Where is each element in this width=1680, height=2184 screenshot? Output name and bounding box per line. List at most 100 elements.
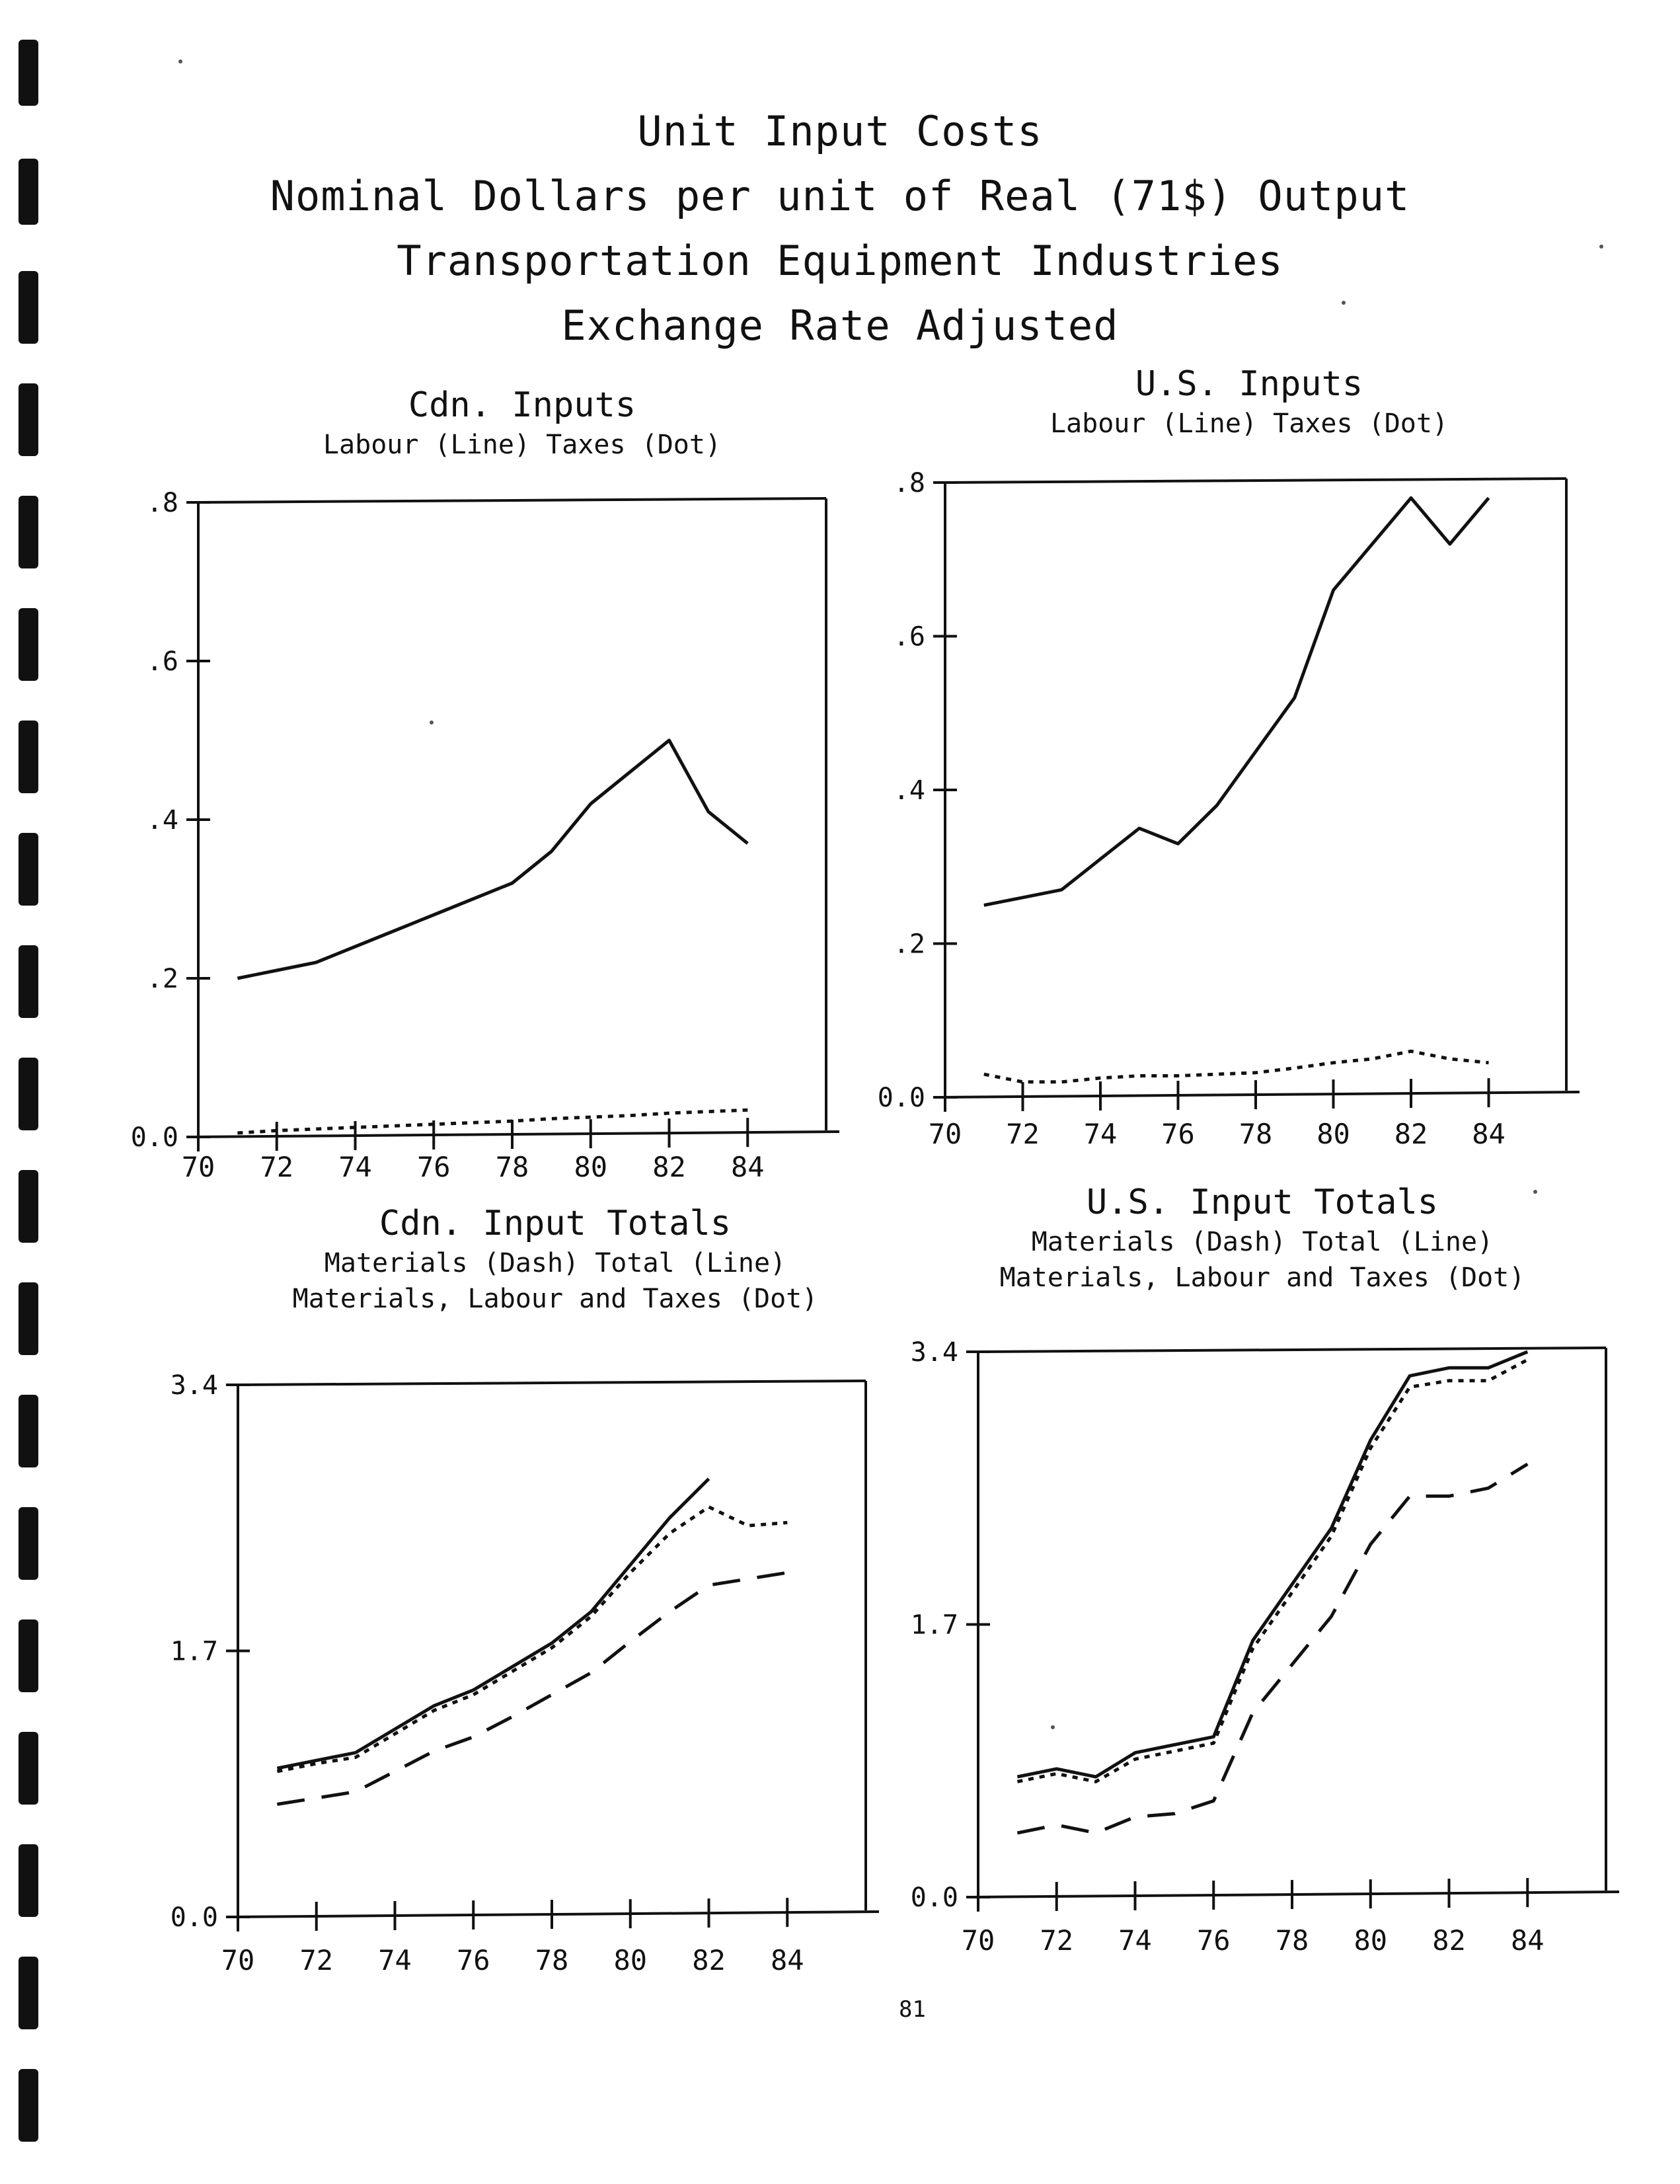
x-tick-label: 76 — [417, 1151, 451, 1183]
scan-speck — [430, 721, 434, 724]
chart-title-block: Cdn. Inputs Labour (Line) Taxes (Dot) — [192, 383, 853, 463]
chart-subtitle: Labour (Line) Taxes (Dot) — [323, 430, 722, 460]
chart-subtitle: Materials, Labour and Taxes (Dot) — [999, 1263, 1525, 1293]
y-tick-label: 0.0 — [911, 1883, 958, 1913]
page-title: Unit Input Costs Nominal Dollars per uni… — [0, 99, 1680, 358]
y-tick-label: .6 — [894, 622, 925, 652]
x-tick-label: 84 — [1472, 1118, 1506, 1150]
series-dot — [276, 1505, 788, 1774]
x-tick-label: 78 — [496, 1151, 529, 1183]
page-title-line-4: Exchange Rate Adjusted — [561, 301, 1119, 350]
scan-speck — [1533, 1190, 1537, 1194]
y-tick-label: .4 — [894, 775, 925, 806]
x-tick-label: 78 — [1239, 1118, 1273, 1150]
chart-title-block: Cdn. Input Totals Materials (Dash) Total… — [225, 1202, 886, 1317]
plot-top-border — [237, 1380, 866, 1386]
scan-speck — [1342, 301, 1346, 305]
chart-title: U.S. Inputs — [1135, 364, 1363, 404]
series-dot — [983, 1049, 1489, 1084]
y-tick-label: 3.4 — [171, 1370, 218, 1401]
binding-mark — [19, 40, 38, 106]
x-axis — [971, 1891, 1620, 1898]
chart-title: Cdn. Input Totals — [379, 1204, 732, 1243]
plot-top-border — [198, 497, 827, 504]
y-tick-label: .4 — [147, 805, 178, 836]
x-tick-label: 80 — [1354, 1924, 1387, 1957]
x-axis — [191, 1130, 840, 1138]
chart-subtitle: Labour (Line) Taxes (Dot) — [1050, 409, 1449, 439]
x-axis — [231, 1910, 880, 1918]
x-tick-label: 70 — [962, 1924, 995, 1957]
binding-mark — [19, 271, 38, 344]
y-tick-label: 0.0 — [131, 1122, 178, 1153]
binding-mark — [19, 1507, 38, 1580]
series-line — [983, 496, 1490, 907]
chart-subtitle: Materials (Dash) Total (Line) — [1031, 1227, 1494, 1257]
binding-mark — [19, 945, 38, 1018]
series-line — [276, 1477, 710, 1770]
binding-mark — [19, 721, 38, 793]
x-tick-label: 76 — [457, 1944, 490, 1976]
x-tick-label: 82 — [1432, 1924, 1466, 1957]
chart-title-block: U.S. Input Totals Materials (Dash) Total… — [932, 1181, 1593, 1296]
binding-mark — [19, 1395, 38, 1467]
y-tick-label: 1.7 — [171, 1637, 218, 1667]
binding-mark — [19, 1058, 38, 1130]
x-tick-label: 72 — [1040, 1924, 1073, 1957]
chart-cdn-inputs: 0.0 .2 .4 .6 .8 70 72 74 76 78 80 82 84 — [131, 488, 840, 1183]
x-tick-label: 84 — [1511, 1924, 1545, 1957]
series-dash — [277, 1571, 788, 1806]
x-tick-label: 74 — [338, 1151, 372, 1183]
chart-subtitle: Materials (Dash) Total (Line) — [324, 1248, 786, 1278]
binding-mark — [19, 1170, 38, 1243]
x-tick-label: 74 — [1118, 1924, 1152, 1957]
y-tick-label: .6 — [147, 646, 178, 677]
binding-mark — [19, 159, 38, 225]
x-axis — [938, 1091, 1580, 1099]
series-dot — [1016, 1358, 1529, 1783]
y-tick-label: .2 — [147, 964, 178, 994]
binding-mark — [19, 833, 38, 906]
binding-mark — [19, 1957, 38, 2029]
x-tick-label: 84 — [731, 1151, 765, 1183]
x-tick-label: 74 — [378, 1944, 412, 1976]
x-tick-label: 74 — [1084, 1118, 1118, 1150]
binding-mark — [19, 608, 38, 681]
binding-mark — [19, 383, 38, 456]
binding-mark — [19, 1732, 38, 1805]
y-tick-label: 0.0 — [878, 1083, 925, 1113]
x-tick-label: 80 — [613, 1944, 647, 1976]
series-dot — [237, 1108, 748, 1135]
binding-mark — [19, 496, 38, 568]
x-tick-label: 80 — [574, 1151, 607, 1183]
x-tick-label: 70 — [182, 1151, 215, 1183]
y-tick-label: .8 — [894, 468, 925, 498]
x-tick-label: 82 — [652, 1151, 686, 1183]
y-tick-label: 3.4 — [911, 1337, 958, 1368]
x-tick-label: 72 — [260, 1151, 293, 1183]
x-tick-label: 76 — [1161, 1118, 1195, 1150]
y-tick-label: .2 — [894, 929, 925, 960]
scan-speck — [1599, 245, 1603, 249]
chart-us-input-totals: 0.0 1.7 3.4 70 72 74 76 78 80 82 84 — [911, 1337, 1620, 1957]
y-tick-label: 0.0 — [171, 1902, 218, 1933]
chart-us-inputs: 0.0 .2 .4 .6 .8 70 72 74 76 78 80 82 84 — [878, 468, 1580, 1150]
y-tick-label: .8 — [147, 488, 178, 518]
x-tick-label: 82 — [1394, 1118, 1428, 1150]
x-tick-label: 82 — [692, 1944, 726, 1976]
chart-title-block: U.S. Inputs Labour (Line) Taxes (Dot) — [919, 362, 1580, 442]
x-tick-label: 70 — [221, 1944, 255, 1976]
page-number: 81 — [899, 1996, 926, 2023]
x-tick-label: 72 — [299, 1944, 333, 1976]
x-tick-label: 78 — [1276, 1924, 1309, 1957]
chart-title: U.S. Input Totals — [1086, 1183, 1439, 1222]
x-tick-label: 72 — [1006, 1118, 1040, 1150]
scan-speck — [178, 59, 182, 63]
plot-top-border — [977, 1346, 1607, 1353]
y-tick-label: 1.7 — [911, 1610, 958, 1641]
x-tick-label: 84 — [771, 1944, 804, 1976]
chart-cdn-input-totals: 0.0 1.7 3.4 70 72 74 76 78 80 82 84 — [171, 1370, 880, 1976]
series-dash — [1016, 1462, 1529, 1835]
plot-top-border — [944, 477, 1567, 484]
x-tick-label: 80 — [1317, 1118, 1350, 1150]
